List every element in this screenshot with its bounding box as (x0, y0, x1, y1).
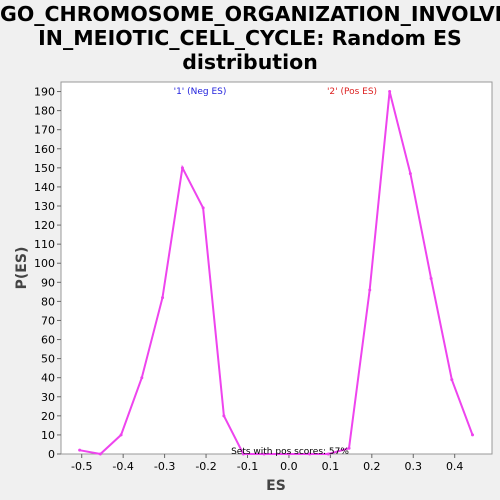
x-tick-label: 0.4 (446, 460, 464, 473)
y-tick-label: 140 (34, 181, 55, 194)
data-point (98, 452, 102, 456)
data-point (471, 433, 475, 437)
x-tick-label: -0.1 (237, 460, 258, 473)
x-tick-label: -0.4 (112, 460, 133, 473)
y-tick-label: 80 (41, 295, 55, 308)
data-point (140, 376, 144, 380)
series-line (79, 91, 474, 456)
y-tick-label: 50 (41, 353, 55, 366)
data-point (241, 452, 245, 456)
chart-title-line-3: distribution (182, 50, 318, 74)
data-point (347, 446, 351, 450)
y-tick-label: 120 (34, 219, 55, 232)
x-tick-label: 0.1 (322, 460, 340, 473)
y-axis-title: P(ES) (14, 247, 30, 290)
x-tick-label: 0.0 (280, 460, 298, 473)
pos-scores-annotation: Sets with pos scores: 57% (231, 447, 349, 457)
data-point (262, 452, 266, 456)
x-tick-label: -0.3 (154, 460, 175, 473)
data-point (429, 276, 433, 280)
y-axis: 0 10 20 30 40 50 60 70 80 90 100 110 120 130 140 150 160… (34, 86, 61, 461)
data-point (287, 452, 291, 456)
x-tick-label: -0.5 (71, 460, 92, 473)
data-point (308, 452, 312, 456)
x-tick-label: 0.2 (363, 460, 381, 473)
data-point (450, 378, 454, 382)
y-tick-label: 110 (34, 238, 55, 251)
data-point (78, 448, 82, 452)
legend-entry-neg: '1' (Neg ES) (174, 87, 227, 97)
data-point (222, 414, 226, 418)
y-tick-label: 130 (34, 200, 55, 213)
data-point (408, 172, 412, 176)
y-tick-label: 20 (41, 410, 55, 423)
chart-title-line-1: GO_CHROMOSOME_ORGANIZATION_INVOLVED_ (0, 2, 500, 26)
y-tick-label: 0 (48, 448, 55, 461)
y-tick-label: 90 (41, 276, 55, 289)
y-tick-label: 160 (34, 143, 55, 156)
y-tick-label: 10 (41, 429, 55, 442)
y-tick-label: 190 (34, 86, 55, 99)
x-axis: -0.5 -0.4 -0.3 -0.2 -0.1 0.0 0.1 0.2 0.3 0.4 (71, 454, 463, 473)
plot-area (60, 81, 493, 455)
data-point (201, 206, 205, 210)
y-tick-label: 180 (34, 105, 55, 118)
y-tick-label: 100 (34, 257, 55, 270)
x-tick-label: 0.3 (405, 460, 423, 473)
x-axis-title: ES (266, 478, 286, 494)
y-tick-label: 60 (41, 334, 55, 347)
y-tick-label: 40 (41, 372, 55, 385)
y-tick-label: 170 (34, 124, 55, 137)
legend-entry-pos: '2' (Pos ES) (327, 87, 377, 97)
y-tick-label: 70 (41, 314, 55, 327)
data-point (180, 166, 184, 170)
y-tick-label: 150 (34, 162, 55, 175)
chart-title: GO_CHROMOSOME_ORGANIZATION_INVOLVED_ IN_… (0, 2, 500, 74)
chart-title-line-2: IN_MEIOTIC_CELL_CYCLE: Random ES (38, 26, 462, 50)
x-tick-label: -0.2 (195, 460, 216, 473)
data-point (161, 296, 165, 300)
data-point (368, 288, 372, 292)
y-tick-label: 30 (41, 391, 55, 404)
data-point (326, 452, 330, 456)
data-point (119, 433, 123, 437)
data-point (388, 90, 392, 94)
